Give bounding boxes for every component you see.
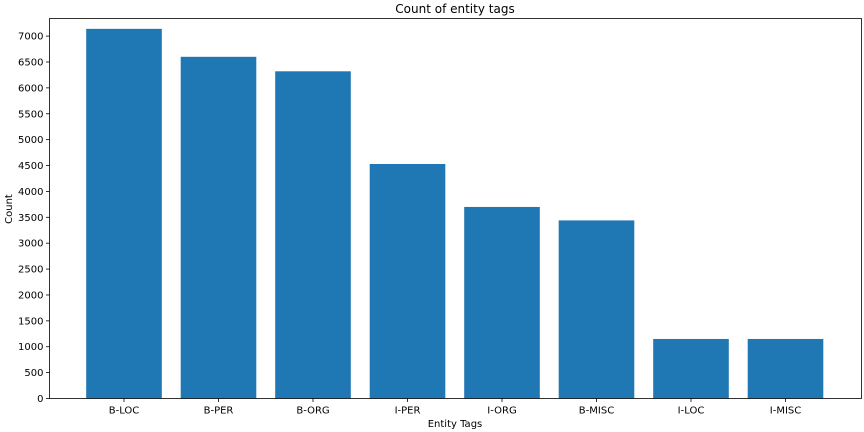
y-axis-ticks: 0 500 1000 1500 2000 2500 3000 3500 4000 4500 5000… [18, 32, 50, 405]
chart-title: Count of entity tags [395, 2, 514, 16]
bar-i-loc [653, 338, 729, 399]
y-tick-label: 2500 [18, 265, 43, 276]
y-axis-label: Count [4, 194, 15, 224]
bar-i-org [464, 206, 540, 399]
x-tick-label: B-MISC [579, 406, 614, 417]
x-tick-label: B-LOC [109, 406, 140, 417]
x-tick-label: I-PER [395, 406, 421, 417]
x-tick-label: I-MISC [770, 406, 801, 417]
bar-b-per [180, 56, 257, 399]
bar-b-loc [86, 28, 162, 399]
y-tick-label: 0 [37, 394, 43, 405]
bar-i-misc [747, 338, 824, 399]
y-tick-label: 5500 [18, 109, 43, 120]
y-tick-label: 3000 [18, 239, 43, 250]
y-tick-label: 4500 [18, 161, 43, 172]
bar-b-misc [558, 220, 635, 399]
x-tick-label: I-ORG [487, 406, 516, 417]
y-tick-label: 2000 [18, 290, 43, 301]
y-tick-label: 4000 [18, 187, 43, 198]
x-tick-label: I-LOC [678, 406, 705, 417]
y-tick-label: 500 [24, 368, 43, 379]
y-tick-label: 5000 [18, 135, 43, 146]
plot-frame [49, 18, 862, 399]
y-tick-label: 6000 [18, 83, 43, 94]
x-axis-label: Entity Tags [428, 419, 483, 430]
bar-b-org [275, 71, 351, 399]
x-axis-ticks: B-LOC B-PER B-ORG I-PER I-ORG B-MISC I-LOC I-MI… [109, 398, 801, 417]
y-tick-label: 7000 [18, 32, 43, 43]
y-tick-label: 6500 [18, 57, 43, 68]
x-tick-label: B-PER [204, 406, 234, 417]
x-tick-label: B-ORG [296, 406, 329, 417]
y-tick-label: 3500 [18, 213, 43, 224]
y-tick-label: 1500 [18, 316, 43, 327]
y-tick-label: 1000 [18, 342, 43, 353]
bars-layer [86, 28, 824, 399]
bar-i-per [369, 163, 446, 399]
